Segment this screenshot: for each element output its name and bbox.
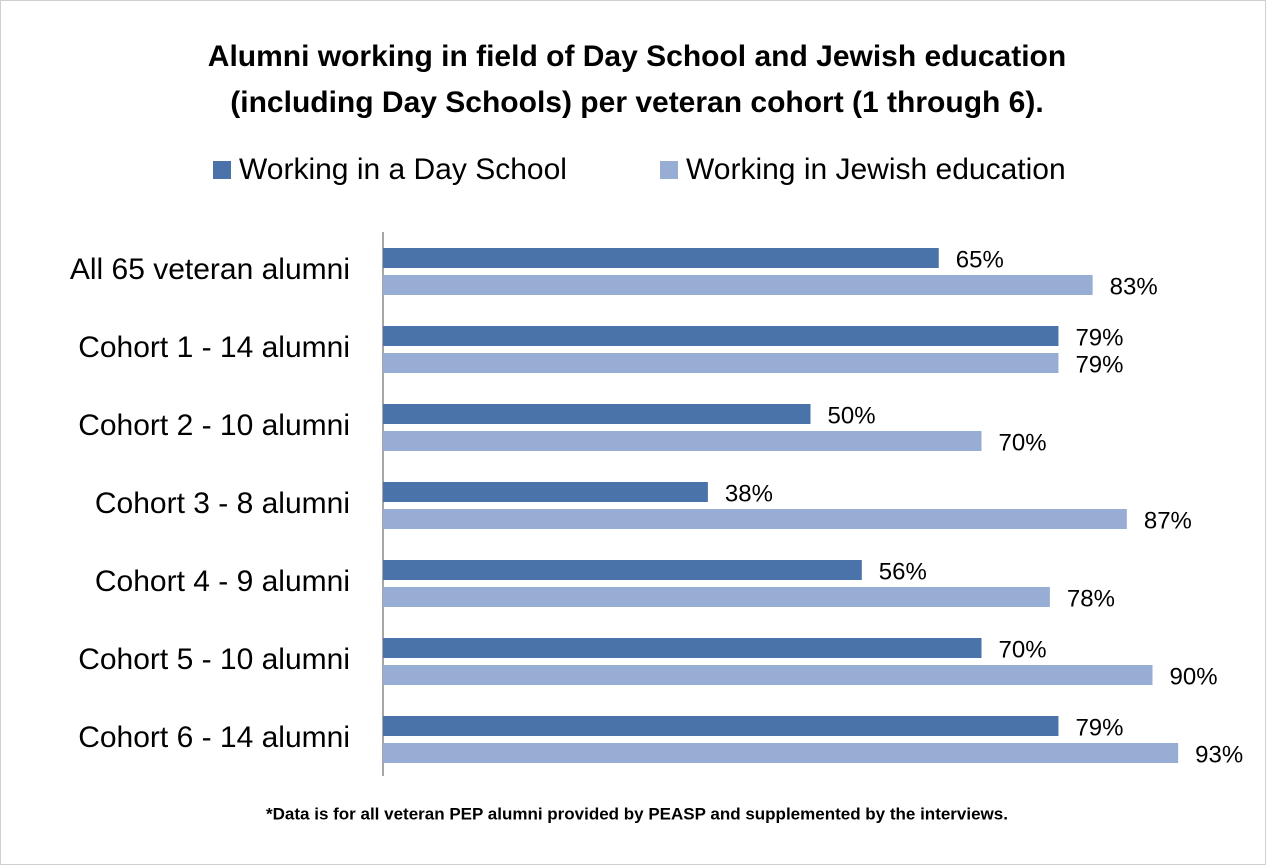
y-tick-label: All 65 veteran alumni (70, 253, 350, 286)
bar (383, 482, 708, 502)
bar (383, 248, 939, 268)
bar (383, 587, 1050, 607)
value-label: 87% (1144, 507, 1192, 534)
legend-label: Working in Jewish education (686, 153, 1066, 186)
bar (383, 665, 1153, 685)
bar (383, 743, 1179, 763)
y-tick-label: Cohort 3 - 8 alumni (95, 487, 350, 520)
value-label: 65% (956, 246, 1004, 273)
value-label: 78% (1067, 585, 1115, 612)
bar (383, 638, 982, 658)
value-label: 79% (1075, 324, 1123, 351)
chart-title: (including Day Schools) per veteran coho… (230, 86, 1043, 119)
value-label: 70% (999, 636, 1047, 663)
bar (383, 404, 811, 424)
bar (383, 353, 1059, 373)
y-tick-label: Cohort 5 - 10 alumni (78, 643, 350, 676)
value-label: 79% (1075, 714, 1123, 741)
bar (383, 326, 1059, 346)
footnote: *Data is for all veteran PEP alumni prov… (266, 804, 1008, 823)
bar (383, 716, 1059, 736)
legend-label: Working in a Day School (239, 153, 567, 186)
y-tick-label: Cohort 2 - 10 alumni (78, 409, 350, 442)
value-label: 79% (1075, 351, 1123, 378)
chart-title: Alumni working in field of Day School an… (208, 40, 1066, 73)
y-tick-label: Cohort 1 - 14 alumni (78, 331, 350, 364)
value-label: 83% (1110, 273, 1158, 300)
value-label: 38% (725, 480, 773, 507)
y-tick-label: Cohort 4 - 9 alumni (95, 565, 350, 598)
legend-swatch (213, 161, 231, 179)
bar (383, 509, 1127, 529)
y-tick-label: Cohort 6 - 14 alumni (78, 721, 350, 754)
bar (383, 275, 1093, 295)
value-label: 56% (879, 558, 927, 585)
value-label: 93% (1195, 741, 1243, 768)
value-label: 70% (999, 429, 1047, 456)
value-label: 90% (1170, 663, 1218, 690)
legend-swatch (660, 161, 678, 179)
value-label: 50% (828, 402, 876, 429)
bar (383, 560, 862, 580)
bar (383, 431, 982, 451)
